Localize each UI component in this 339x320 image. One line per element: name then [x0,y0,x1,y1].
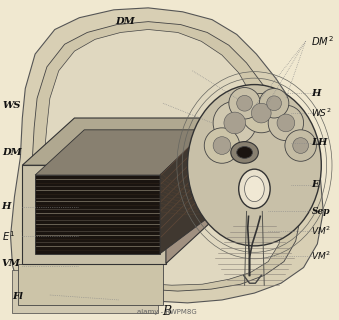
Text: LH: LH [312,138,328,147]
Text: Fl: Fl [13,292,23,301]
Polygon shape [13,270,158,313]
Polygon shape [22,118,217,165]
Polygon shape [22,22,302,291]
Text: WS: WS [3,101,21,110]
Circle shape [213,137,231,154]
Circle shape [213,101,256,145]
Polygon shape [34,29,284,285]
Ellipse shape [244,176,264,202]
Text: $WS^2$: $WS^2$ [312,107,332,119]
Text: H: H [2,202,11,211]
Circle shape [229,88,260,119]
Polygon shape [22,165,166,264]
Text: alamy - RWPM8G: alamy - RWPM8G [137,309,197,315]
Ellipse shape [237,147,253,158]
Circle shape [237,95,253,111]
Polygon shape [166,118,217,264]
Circle shape [224,112,245,134]
Text: E: E [312,180,319,189]
Polygon shape [35,175,160,254]
Circle shape [242,93,281,133]
Text: DM: DM [116,17,136,26]
Text: DM: DM [3,148,22,157]
Text: H: H [312,89,321,98]
Text: VM: VM [2,259,21,268]
Circle shape [252,103,271,123]
Circle shape [204,128,240,163]
Circle shape [293,138,308,153]
Circle shape [259,89,289,118]
Polygon shape [18,264,163,305]
Text: $DM^2$: $DM^2$ [312,35,334,48]
Text: $VM^2$: $VM^2$ [312,250,332,262]
Text: B: B [162,305,172,318]
Text: Sep: Sep [312,207,330,216]
Ellipse shape [239,169,270,209]
Circle shape [268,105,304,140]
Circle shape [285,130,316,161]
Polygon shape [35,130,207,175]
Circle shape [277,114,295,132]
Text: $VM^2$: $VM^2$ [312,225,332,237]
Polygon shape [11,8,323,303]
Ellipse shape [231,142,258,163]
Ellipse shape [187,84,321,246]
Circle shape [267,96,281,111]
Polygon shape [160,130,207,254]
Text: $E^1$: $E^1$ [2,229,15,243]
